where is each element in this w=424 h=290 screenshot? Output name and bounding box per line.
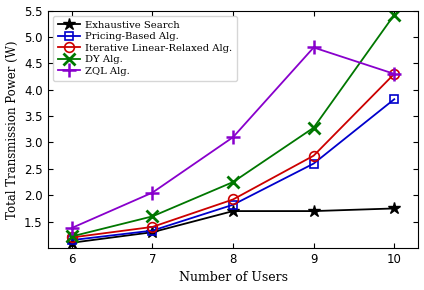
Y-axis label: Total Transmission Power (W): Total Transmission Power (W): [6, 40, 19, 219]
Line: Pricing-Based Alg.: Pricing-Based Alg.: [67, 95, 399, 244]
Line: ZQL Alg.: ZQL Alg.: [65, 41, 401, 235]
Exhaustive Search: [311, 209, 316, 213]
DY Alg.: [231, 180, 236, 184]
ZQL Alg.: [69, 226, 74, 230]
Pricing-Based Alg.: [231, 203, 236, 206]
Exhaustive Search: [150, 231, 155, 234]
Pricing-Based Alg.: [311, 162, 316, 165]
Iterative Linear-Relaxed Alg.: [392, 72, 397, 76]
Line: DY Alg.: DY Alg.: [66, 8, 401, 243]
Pricing-Based Alg.: [392, 97, 397, 101]
DY Alg.: [311, 126, 316, 129]
DY Alg.: [150, 215, 155, 218]
Pricing-Based Alg.: [69, 238, 74, 242]
Iterative Linear-Relaxed Alg.: [69, 236, 74, 239]
Exhaustive Search: [69, 241, 74, 244]
ZQL Alg.: [150, 191, 155, 194]
DY Alg.: [69, 235, 74, 238]
ZQL Alg.: [392, 72, 397, 76]
Pricing-Based Alg.: [150, 229, 155, 232]
X-axis label: Number of Users: Number of Users: [179, 271, 287, 284]
ZQL Alg.: [231, 135, 236, 139]
Exhaustive Search: [392, 207, 397, 210]
Iterative Linear-Relaxed Alg.: [231, 198, 236, 201]
Iterative Linear-Relaxed Alg.: [311, 154, 316, 157]
Exhaustive Search: [231, 209, 236, 213]
Line: Exhaustive Search: Exhaustive Search: [66, 202, 401, 249]
Line: Iterative Linear-Relaxed Alg.: Iterative Linear-Relaxed Alg.: [67, 69, 399, 242]
ZQL Alg.: [311, 46, 316, 49]
DY Alg.: [392, 13, 397, 17]
Legend: Exhaustive Search, Pricing-Based Alg., Iterative Linear-Relaxed Alg., DY Alg., Z: Exhaustive Search, Pricing-Based Alg., I…: [53, 16, 237, 81]
Iterative Linear-Relaxed Alg.: [150, 225, 155, 229]
